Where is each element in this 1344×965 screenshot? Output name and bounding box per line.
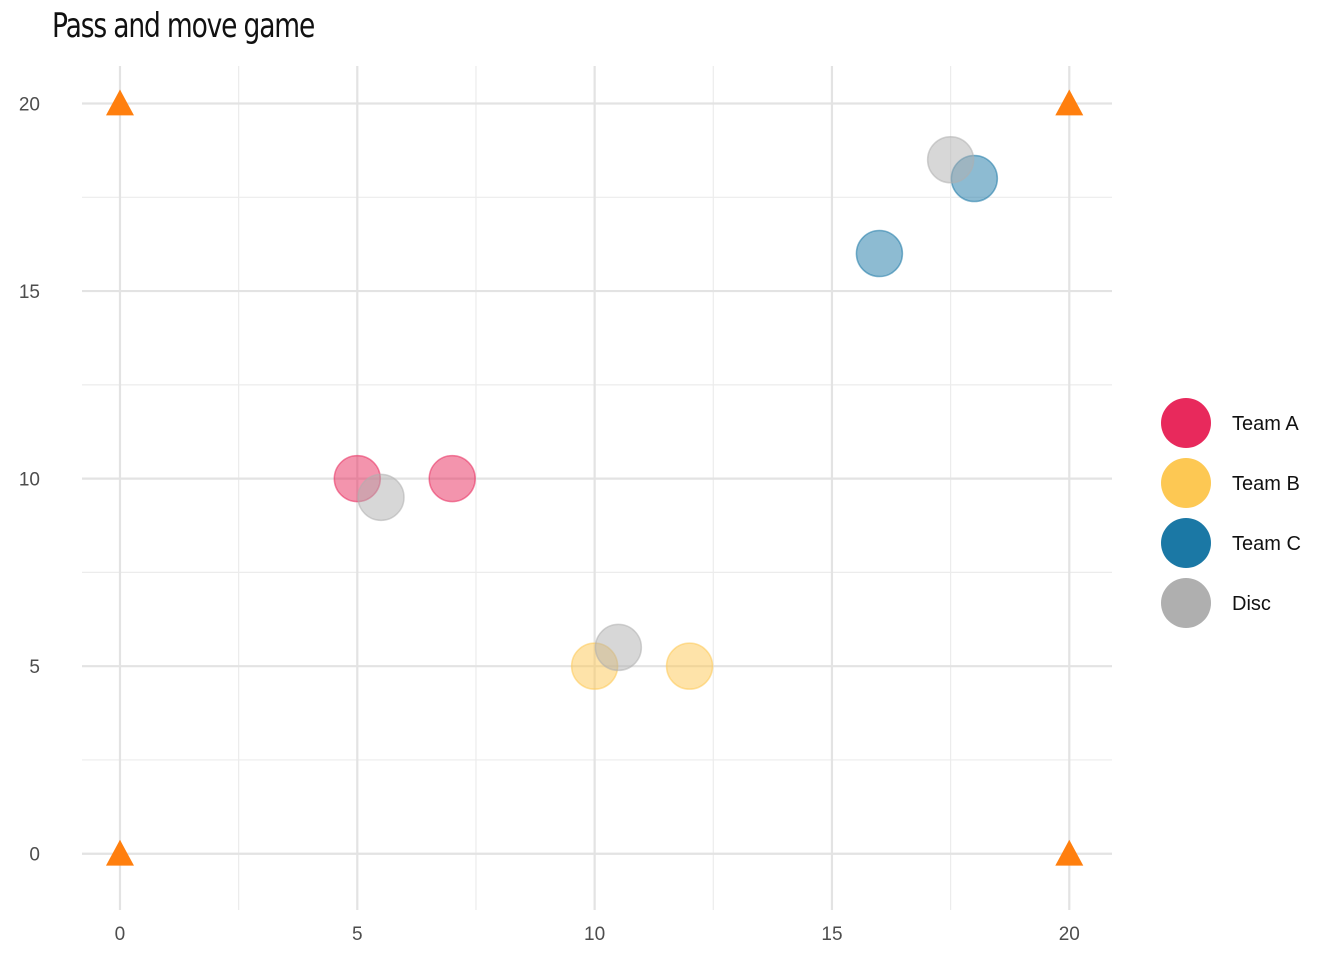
axis-ticks: 0 5 10 15 20 0 5 10 15 20 bbox=[19, 95, 1080, 945]
data-points bbox=[333, 136, 999, 690]
chart-title: Pass and move game bbox=[52, 6, 315, 46]
y-tick-label: 10 bbox=[19, 470, 40, 491]
grid bbox=[82, 66, 1112, 910]
legend-label: Team B bbox=[1232, 473, 1300, 495]
cone-marker bbox=[105, 839, 134, 866]
x-tick-label: 5 bbox=[352, 924, 363, 945]
legend-key-team-c bbox=[1161, 518, 1211, 568]
point-team-c bbox=[855, 229, 904, 278]
y-tick-label: 0 bbox=[29, 845, 40, 866]
x-tick-label: 20 bbox=[1059, 924, 1080, 945]
cone-marker bbox=[1055, 839, 1084, 866]
point-disc bbox=[594, 623, 643, 672]
x-tick-label: 10 bbox=[584, 924, 605, 945]
point-disc bbox=[926, 136, 975, 184]
legend-label: Team A bbox=[1232, 413, 1299, 435]
legend-label: Team C bbox=[1232, 533, 1301, 555]
point-disc bbox=[357, 473, 405, 522]
legend: Team A Team B Team C Disc bbox=[1161, 398, 1301, 628]
point-team-b bbox=[665, 642, 714, 690]
legend-key-disc bbox=[1161, 578, 1211, 628]
y-tick-label: 5 bbox=[29, 657, 40, 678]
y-tick-label: 20 bbox=[19, 95, 40, 116]
x-tick-label: 15 bbox=[821, 924, 842, 945]
legend-label: Disc bbox=[1232, 593, 1271, 615]
cone-marker bbox=[105, 89, 134, 116]
cone-marker bbox=[1055, 89, 1084, 116]
legend-key-team-b bbox=[1161, 458, 1211, 508]
legend-key-team-a bbox=[1161, 398, 1211, 448]
point-team-a bbox=[428, 454, 476, 503]
cones bbox=[105, 89, 1084, 866]
y-tick-label: 15 bbox=[19, 282, 40, 303]
x-tick-label: 0 bbox=[115, 924, 126, 945]
